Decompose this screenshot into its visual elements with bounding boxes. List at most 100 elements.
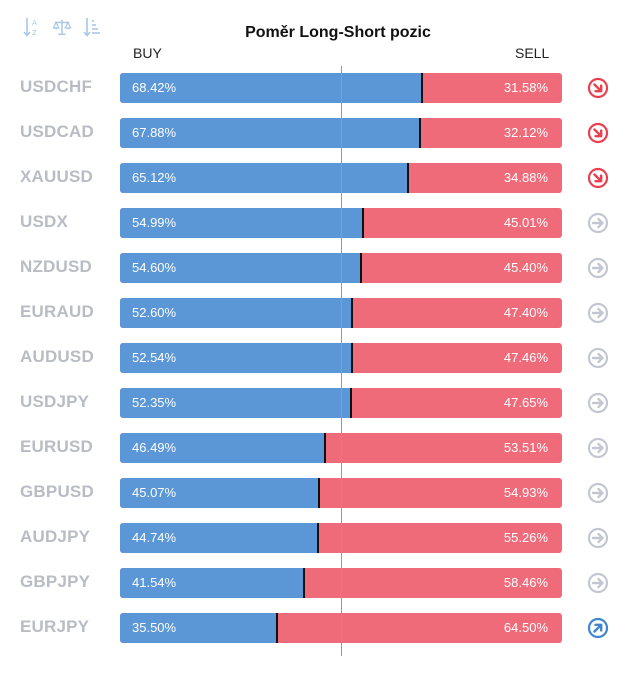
symbol-label[interactable]: NZDUSD — [20, 257, 93, 276]
arrow-right-icon[interactable] — [587, 527, 609, 549]
arrow-down-right-icon[interactable] — [587, 77, 609, 99]
buy-share-fill — [120, 523, 318, 553]
pair-row[interactable]: EURAUD 52.60% 47.40% — [0, 298, 638, 328]
pair-row[interactable]: AUDJPY 44.74% 55.26% — [0, 523, 638, 553]
buy-percent: 45.07% — [132, 485, 177, 500]
ratio-divider — [324, 433, 326, 463]
pair-row[interactable]: NZDUSD 54.60% 45.40% — [0, 253, 638, 283]
pair-row[interactable]: AUDUSD 52.54% 47.46% — [0, 343, 638, 373]
sell-percent: 54.93% — [503, 485, 548, 500]
sell-percent: 31.58% — [503, 80, 548, 95]
buy-share-fill — [120, 433, 325, 463]
ratio-divider — [407, 163, 409, 193]
buy-percent: 67.88% — [132, 125, 177, 140]
symbol-label[interactable]: USDX — [20, 212, 69, 231]
buy-percent: 41.54% — [132, 575, 177, 590]
symbol-label[interactable]: EURAUD — [20, 302, 94, 321]
buy-column-header: BUY — [133, 45, 162, 61]
symbol-label[interactable]: AUDUSD — [20, 347, 94, 366]
pair-row[interactable]: USDJPY 52.35% 47.65% — [0, 388, 638, 418]
arrow-right-icon[interactable] — [587, 257, 609, 279]
sell-percent: 45.40% — [503, 260, 548, 275]
pair-row[interactable]: EURJPY 35.50% 64.50% — [0, 613, 638, 643]
buy-share-fill — [120, 388, 351, 418]
buy-percent: 44.74% — [132, 530, 177, 545]
sell-percent: 45.01% — [503, 215, 548, 230]
sort-alpha-icon[interactable]: A Z — [22, 14, 42, 40]
symbol-label[interactable]: AUDJPY — [20, 527, 91, 546]
sell-percent: 47.40% — [503, 305, 548, 320]
arrow-right-icon[interactable] — [587, 212, 609, 234]
arrow-right-icon[interactable] — [587, 437, 609, 459]
symbol-label[interactable]: GBPUSD — [20, 482, 94, 501]
buy-share-fill — [120, 298, 352, 328]
ratio-divider — [276, 613, 278, 643]
sell-percent: 47.46% — [503, 350, 548, 365]
arrow-down-right-icon[interactable] — [587, 122, 609, 144]
buy-share-fill — [120, 613, 277, 643]
sell-percent: 32.12% — [503, 125, 548, 140]
buy-share-fill — [120, 253, 361, 283]
balance-scale-icon[interactable] — [52, 14, 72, 40]
sell-percent: 53.51% — [503, 440, 548, 455]
buy-percent: 54.99% — [132, 215, 177, 230]
buy-share-fill — [120, 163, 408, 193]
buy-share-fill — [120, 118, 420, 148]
pair-row[interactable]: XAUUSD 65.12% 34.88% — [0, 163, 638, 193]
symbol-label[interactable]: EURJPY — [20, 617, 90, 636]
symbol-label[interactable]: GBPJPY — [20, 572, 91, 591]
arrow-up-right-icon[interactable] — [587, 617, 609, 639]
fifty-percent-line — [341, 66, 342, 656]
page-title: Poměr Long-Short pozic — [245, 24, 431, 41]
arrow-right-icon[interactable] — [587, 302, 609, 324]
symbol-label[interactable]: USDCAD — [20, 122, 94, 141]
ratio-divider — [317, 523, 319, 553]
pair-row[interactable]: GBPUSD 45.07% 54.93% — [0, 478, 638, 508]
arrow-right-icon[interactable] — [587, 347, 609, 369]
sell-column-header: SELL — [515, 45, 550, 61]
ratio-divider — [360, 253, 362, 283]
pair-row[interactable]: USDX 54.99% 45.01% — [0, 208, 638, 238]
buy-percent: 46.49% — [132, 440, 177, 455]
symbol-label[interactable]: EURUSD — [20, 437, 93, 456]
pair-row[interactable]: EURUSD 46.49% 53.51% — [0, 433, 638, 463]
toolbar: A Z — [22, 14, 102, 40]
ratio-divider — [350, 388, 352, 418]
sort-numeric-icon[interactable] — [82, 14, 102, 40]
pair-row[interactable]: USDCAD 67.88% 32.12% — [0, 118, 638, 148]
sell-percent: 55.26% — [503, 530, 548, 545]
buy-percent: 35.50% — [132, 620, 177, 635]
buy-percent: 54.60% — [132, 260, 177, 275]
arrow-down-right-icon[interactable] — [587, 167, 609, 189]
ratio-divider — [318, 478, 320, 508]
buy-share-fill — [120, 343, 352, 373]
sell-percent: 58.46% — [503, 575, 548, 590]
symbol-label[interactable]: USDCHF — [20, 77, 93, 96]
svg-text:Z: Z — [32, 29, 37, 37]
ratio-divider — [421, 73, 423, 103]
ratio-divider — [303, 568, 305, 598]
arrow-right-icon[interactable] — [587, 482, 609, 504]
symbol-label[interactable]: XAUUSD — [20, 167, 93, 186]
buy-share-fill — [120, 568, 304, 598]
symbol-label[interactable]: USDJPY — [20, 392, 90, 411]
buy-percent: 52.60% — [132, 305, 177, 320]
pair-row[interactable]: USDCHF 68.42% 31.58% — [0, 73, 638, 103]
ratio-divider — [351, 343, 353, 373]
arrow-right-icon[interactable] — [587, 572, 609, 594]
sell-percent: 64.50% — [503, 620, 548, 635]
buy-share-fill — [120, 478, 319, 508]
buy-share-fill — [120, 208, 363, 238]
sell-percent: 34.88% — [503, 170, 548, 185]
sell-percent: 47.65% — [503, 395, 548, 410]
buy-percent: 52.54% — [132, 350, 177, 365]
pair-row[interactable]: GBPJPY 41.54% 58.46% — [0, 568, 638, 598]
buy-percent: 68.42% — [132, 80, 177, 95]
ratio-divider — [351, 298, 353, 328]
buy-percent: 52.35% — [132, 395, 177, 410]
buy-share-fill — [120, 73, 422, 103]
svg-text:A: A — [32, 19, 37, 27]
arrow-right-icon[interactable] — [587, 392, 609, 414]
buy-percent: 65.12% — [132, 170, 177, 185]
ratio-divider — [362, 208, 364, 238]
